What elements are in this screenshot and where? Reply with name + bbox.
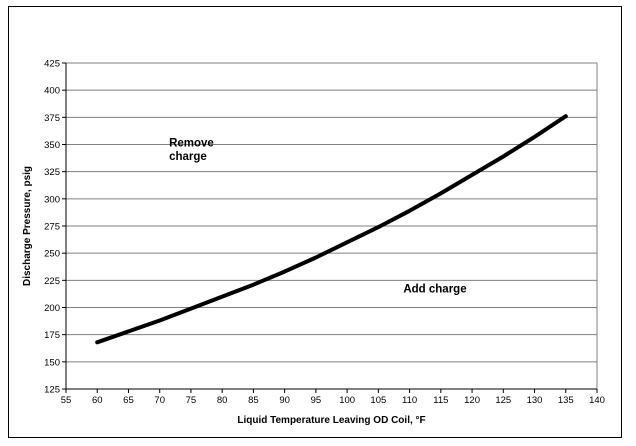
y-axis-title: Discharge Pressure, psig <box>22 166 33 286</box>
y-tick-label: 175 <box>44 330 60 341</box>
x-tick-label: 60 <box>92 395 103 406</box>
x-tick-label: 135 <box>558 395 574 406</box>
x-tick-label: 125 <box>495 395 511 406</box>
x-tick-label: 65 <box>123 395 134 406</box>
annotation-line: Remove <box>169 138 214 150</box>
gridlines <box>66 89 597 363</box>
y-tick-label: 300 <box>44 194 60 205</box>
x-tick-label: 80 <box>217 395 228 406</box>
chart-annotation: Remove charge <box>169 138 214 164</box>
y-tick-label: 200 <box>44 303 60 314</box>
y-tick-label: 150 <box>44 357 60 368</box>
chart-annotation: Add charge <box>403 283 466 295</box>
x-tick-labels: 55 60 65 70 75 80 85 90 95 100 105 110 115 120 125 130 1… <box>61 389 605 406</box>
annotations: Remove charge Add charge <box>169 138 467 296</box>
x-tick-label: 130 <box>527 395 543 406</box>
y-tick-label: 275 <box>44 222 60 233</box>
x-axis-title: Liquid Temperature Leaving OD Coil, °F <box>237 415 425 426</box>
y-tick-label: 400 <box>44 86 60 97</box>
y-tick-labels: 125 150 175 200 225 250 275 300 325 350 375 400 425 <box>44 59 66 396</box>
annotation-line: charge <box>169 151 207 163</box>
x-tick-label: 70 <box>154 395 165 406</box>
x-tick-label: 90 <box>279 395 290 406</box>
annotation-line: Add charge <box>403 283 466 295</box>
y-tick-label: 375 <box>44 113 60 124</box>
x-tick-label: 120 <box>464 395 480 406</box>
x-tick-label: 110 <box>402 395 417 406</box>
y-tick-label: 425 <box>44 59 60 70</box>
x-tick-label: 95 <box>311 395 322 406</box>
pressure-curve-line <box>95 114 568 345</box>
series-group <box>95 114 568 345</box>
x-tick-label: 75 <box>186 395 197 406</box>
y-tick-label: 350 <box>44 140 60 151</box>
y-tick-label: 125 <box>44 385 60 396</box>
y-tick-label: 225 <box>44 276 60 287</box>
x-tick-label: 105 <box>370 395 386 406</box>
x-tick-label: 55 <box>61 395 72 406</box>
y-tick-label: 325 <box>44 167 60 178</box>
x-tick-label: 100 <box>339 395 355 406</box>
x-tick-label: 140 <box>589 395 605 406</box>
x-tick-label: 85 <box>248 395 259 406</box>
x-tick-label: 115 <box>433 395 448 406</box>
y-tick-label: 250 <box>44 249 60 260</box>
